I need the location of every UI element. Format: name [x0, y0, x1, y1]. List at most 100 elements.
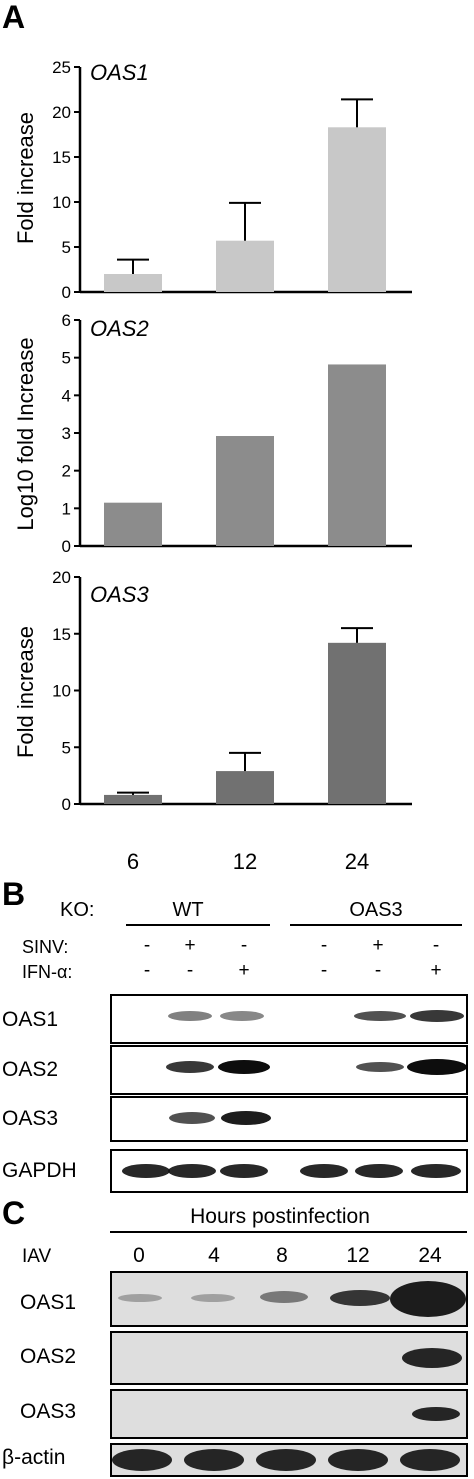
blot-band — [220, 1164, 268, 1178]
blot-band — [402, 1348, 462, 1368]
bar-24 — [328, 364, 386, 546]
blot-band — [354, 1011, 406, 1021]
ifn-sign: - — [321, 960, 327, 981]
blot-band — [112, 1449, 172, 1471]
blot-band — [122, 1164, 170, 1178]
chart-oas3-ylabel: Fold increase — [13, 626, 38, 758]
chart-oas1: OAS1 Fold increase 0 5 10 15 20 25 — [13, 58, 412, 302]
chart-oas3: OAS3 Fold increase 0 5 10 15 20 6 12 24 — [13, 568, 412, 874]
x-tick-label-12: 12 — [233, 849, 257, 874]
panel-c-letter: C — [2, 1195, 25, 1231]
y-tick-label: 5 — [62, 738, 71, 757]
blot-b-oas3-label: OAS3 — [2, 1107, 58, 1130]
blot-band — [407, 1059, 467, 1075]
y-tick-label: 20 — [52, 103, 71, 122]
blot-band — [168, 1011, 212, 1021]
group-oas3-label: OAS3 — [349, 899, 402, 921]
y-tick-label: 5 — [62, 238, 71, 257]
blot-c-oas2: OAS2 — [20, 1331, 468, 1385]
blot-c-oas3: OAS3 — [20, 1389, 468, 1439]
blot-b-gapdh-label: GAPDH — [2, 1159, 77, 1182]
bar-6 — [104, 274, 162, 292]
blot-band — [169, 1112, 215, 1124]
blot-band — [330, 1290, 390, 1306]
blot-b-oas1-label: OAS1 — [2, 1008, 58, 1031]
bar-12 — [216, 771, 274, 804]
blot-band — [412, 1407, 460, 1421]
y-tick-label: 15 — [52, 625, 71, 644]
chart-oas3-bars — [104, 627, 386, 804]
y-tick-label: 15 — [52, 148, 71, 167]
blot-c-actin-label: β-actin — [2, 1446, 65, 1469]
chart-oas1-bars — [104, 98, 386, 292]
blot-band — [356, 1062, 404, 1072]
ifn-sign: - — [375, 960, 381, 981]
blot-c-oas2-label: OAS2 — [20, 1345, 76, 1368]
blot-band — [410, 1010, 464, 1022]
y-tick-label: 2 — [62, 462, 71, 481]
blot-band — [300, 1164, 348, 1178]
blot-frame — [110, 994, 468, 1044]
bar-24 — [328, 642, 386, 804]
bar-6 — [104, 794, 162, 804]
bar-6 — [104, 502, 162, 546]
chart-oas1-ylabel: Fold increase — [13, 112, 38, 244]
y-tick-label: 10 — [52, 193, 71, 212]
time-point-4: 4 — [208, 1244, 220, 1267]
blot-band — [118, 1294, 162, 1302]
blot-c-oas1-label: OAS1 — [20, 1291, 76, 1314]
ko-label: KO: — [60, 899, 94, 921]
time-point-8: 8 — [276, 1244, 288, 1267]
iav-label: IAV — [22, 1246, 52, 1267]
sinv-sign: - — [433, 935, 439, 956]
blot-band — [256, 1449, 316, 1471]
ifn-sign: - — [144, 960, 150, 981]
sinv-sign: + — [372, 935, 383, 956]
time-point-0: 0 — [133, 1244, 145, 1267]
blot-band — [168, 1164, 216, 1178]
blot-frame — [110, 1096, 468, 1142]
panel-c-header: Hours postinfection — [190, 1205, 370, 1228]
y-tick-label: 25 — [52, 58, 71, 77]
blot-b-oas1: OAS1 — [2, 994, 468, 1044]
chart-oas2: OAS2 Log10 fold Increase 0 1 2 3 4 5 6 — [13, 311, 412, 556]
sinv-sign: - — [321, 935, 327, 956]
ifn-sign: + — [430, 960, 441, 981]
chart-oas1-title: OAS1 — [90, 60, 149, 85]
blot-band — [191, 1294, 235, 1302]
panel-b-letter: B — [2, 876, 25, 912]
bar-24 — [328, 127, 386, 292]
blot-c-oas3-label: OAS3 — [20, 1400, 76, 1423]
ifn-label: IFN-α: — [22, 962, 72, 982]
time-point-24: 24 — [418, 1244, 442, 1267]
blot-b-oas3: OAS3 — [2, 1096, 468, 1142]
blot-band — [328, 1449, 388, 1471]
ifn-sign: - — [187, 960, 193, 981]
y-tick-label: 3 — [62, 424, 71, 443]
sinv-label: SINV: — [22, 937, 68, 957]
y-tick-label: 20 — [52, 568, 71, 587]
chart-x-tick-labels: 6 12 24 — [127, 849, 369, 874]
chart-oas2-ylabel: Log10 fold Increase — [13, 337, 38, 530]
blot-band — [221, 1111, 271, 1125]
blot-band — [220, 1011, 264, 1021]
sinv-sign: + — [184, 935, 195, 956]
blot-band — [218, 1060, 270, 1074]
chart-oas2-title: OAS2 — [90, 316, 149, 341]
y-tick-label: 10 — [52, 682, 71, 701]
blot-band — [260, 1291, 308, 1303]
blot-band — [400, 1449, 460, 1471]
blot-c-oas1: OAS1 — [20, 1271, 468, 1327]
chart-oas2-bars — [104, 364, 386, 546]
blot-band — [166, 1061, 214, 1073]
y-tick-label: 0 — [62, 283, 71, 302]
blot-band — [355, 1164, 403, 1178]
blot-band — [184, 1449, 244, 1471]
bar-12 — [216, 436, 274, 546]
panel-a-letter: A — [2, 0, 25, 35]
blot-frame — [110, 1389, 468, 1439]
time-point-12: 12 — [346, 1244, 369, 1267]
y-tick-label: 4 — [62, 386, 71, 405]
y-tick-label: 0 — [62, 537, 71, 556]
